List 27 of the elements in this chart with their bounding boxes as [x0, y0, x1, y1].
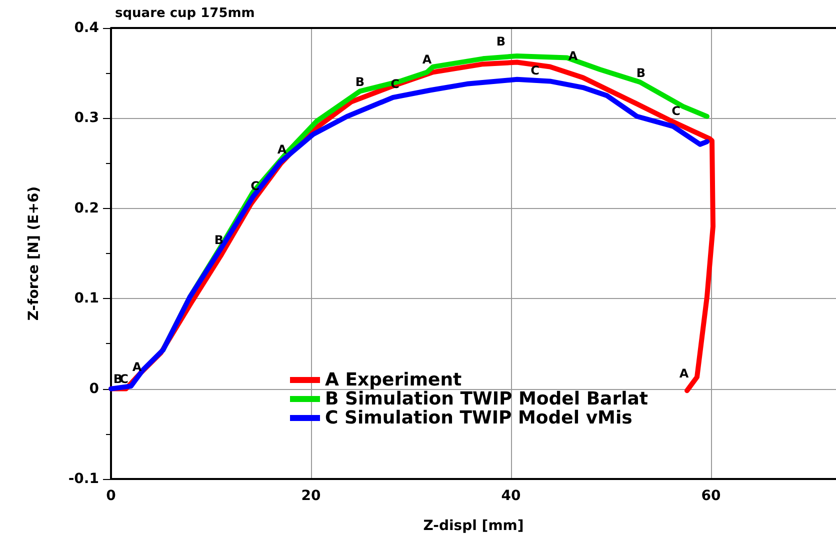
annotation: A: [277, 142, 288, 157]
chart-title: square cup 175mm: [115, 6, 255, 21]
y-tick-label: 0.2: [74, 200, 99, 216]
y-tick-label: 0.4: [74, 20, 100, 36]
annotation: C: [672, 104, 681, 118]
annotation: C: [530, 63, 540, 78]
legend-label: A Experiment: [325, 370, 462, 390]
annotation: A: [679, 366, 690, 380]
legend-label: B Simulation TWIP Model Barlat: [325, 388, 648, 410]
annotation: C: [250, 178, 260, 193]
annotation: B: [636, 66, 646, 80]
annotation: B: [496, 34, 506, 48]
annotation: B: [214, 232, 224, 247]
legend-label: C Simulation TWIP Model vMis: [325, 408, 632, 428]
x-tick-label: 40: [501, 488, 521, 504]
x-axis-title: Z-displ [mm]: [423, 518, 524, 534]
annotation: A: [132, 360, 142, 374]
x-tick-label: 60: [701, 488, 721, 504]
annotation: B: [355, 75, 365, 90]
y-axis-title: Z-force [N] (E+6): [26, 186, 42, 321]
y-tick-label: -0.1: [68, 471, 99, 487]
x-tick-label: 0: [106, 488, 116, 504]
y-tick-label: 0.3: [74, 110, 99, 126]
y-tick-label: 0: [89, 380, 100, 397]
x-tick-label: 20: [301, 488, 321, 504]
annotation: A: [422, 52, 432, 66]
y-tick-label: 0.1: [74, 290, 99, 307]
